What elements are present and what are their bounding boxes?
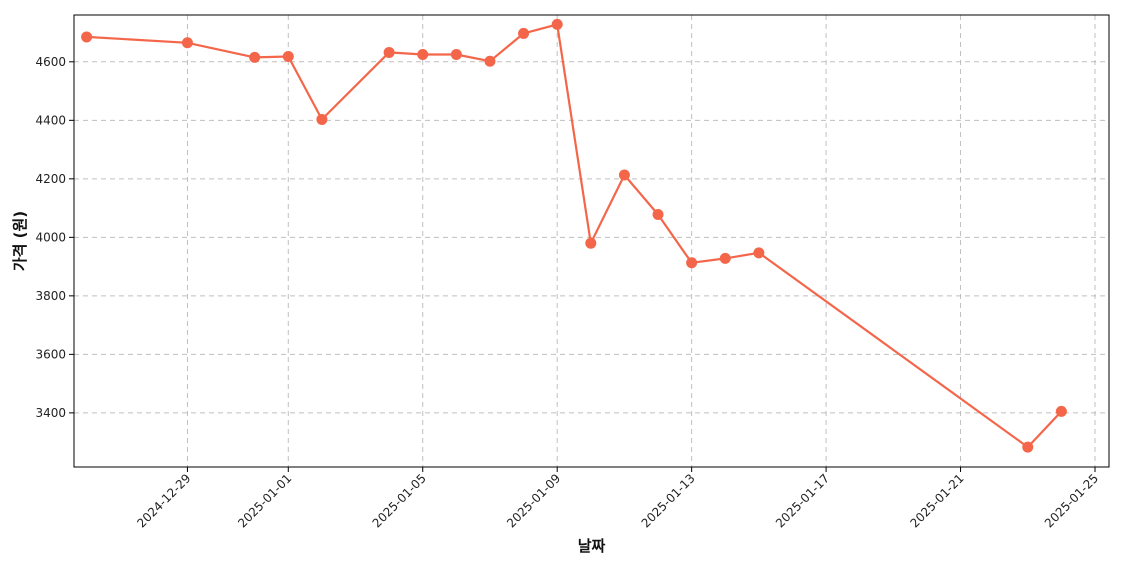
grid-layer	[74, 15, 1109, 467]
x-tick-label: 2025-01-25	[1042, 471, 1101, 530]
data-point	[1022, 441, 1034, 453]
x-tick-label: 2024-12-29	[134, 471, 193, 530]
x-tick-label: 2025-01-13	[639, 471, 698, 530]
series-line	[86, 23, 1063, 449]
data-point	[652, 209, 664, 221]
x-tick-label: 2025-01-09	[504, 471, 563, 530]
y-axis-ticks: 3400 3600 3800 4000 4200 4400 4600	[35, 55, 74, 420]
data-point	[316, 113, 328, 125]
data-point	[518, 27, 530, 39]
data-point	[719, 252, 731, 264]
y-tick-label: 4600	[35, 55, 66, 69]
y-tick-label: 3600	[35, 347, 66, 361]
y-axis-title: 가격 (원)	[11, 211, 29, 271]
y-tick-label: 3800	[35, 289, 66, 303]
data-point	[753, 247, 765, 259]
data-point	[81, 31, 93, 43]
plot-frame	[73, 14, 1110, 468]
x-axis-ticks: 2024-12-29 2025-01-01 2025-01-05 2025-01-09…	[134, 467, 1101, 530]
data-point	[282, 51, 294, 63]
y-tick-label: 4400	[35, 113, 66, 127]
x-tick-label: 2025-01-01	[235, 471, 294, 530]
x-tick-label: 2025-01-21	[907, 471, 966, 530]
y-tick-label: 4000	[35, 230, 66, 244]
data-point	[417, 48, 429, 60]
data-point	[450, 48, 462, 60]
y-tick-label: 4200	[35, 172, 66, 186]
y-tick-label: 3400	[35, 406, 66, 420]
x-tick-label: 2025-01-05	[370, 471, 429, 530]
data-point	[551, 18, 563, 30]
data-point	[181, 37, 193, 49]
data-points	[81, 18, 1067, 453]
series-line-layer	[86, 23, 1063, 449]
x-tick-label: 2025-01-17	[773, 471, 832, 530]
x-axis-title: 날짜	[578, 537, 606, 555]
data-point	[1055, 405, 1067, 417]
data-point	[249, 51, 261, 63]
data-point	[484, 55, 496, 67]
data-point	[686, 257, 698, 269]
data-point	[618, 169, 630, 181]
data-point	[383, 46, 395, 58]
data-point	[585, 237, 597, 249]
